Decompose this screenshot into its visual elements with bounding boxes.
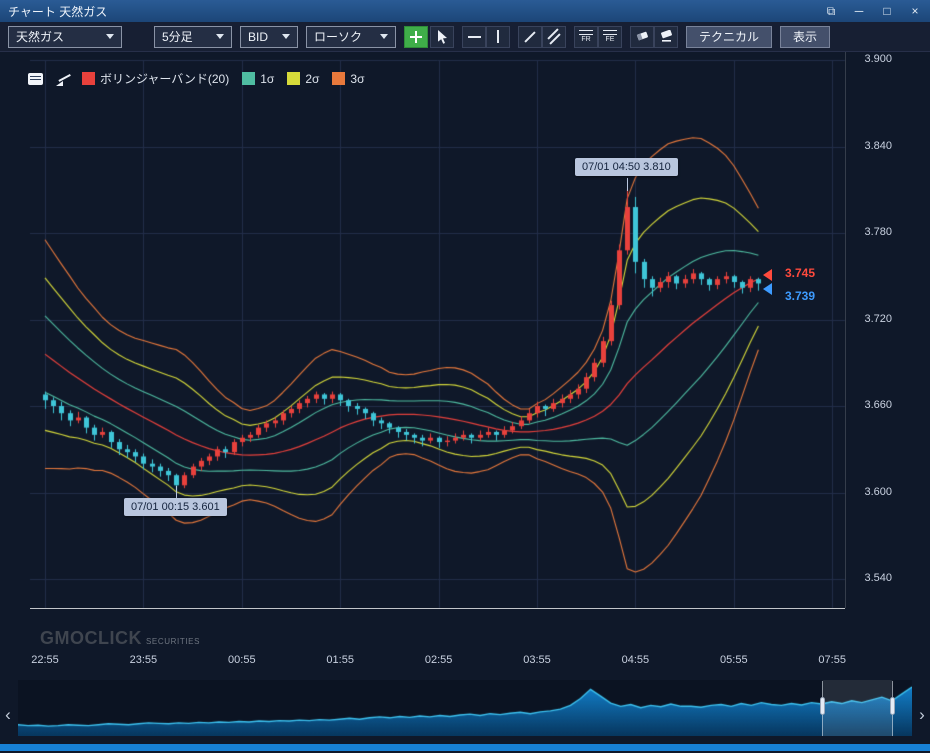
nav-viewport-left-handle[interactable] bbox=[820, 697, 825, 715]
sigma1-swatch bbox=[242, 72, 256, 85]
legend-item-sigma1[interactable]: 1σ bbox=[242, 72, 274, 86]
close-icon[interactable]: × bbox=[911, 4, 919, 18]
legend-item-bollinger[interactable]: ボリンジャーバンド(20) bbox=[82, 70, 229, 87]
timeframe-select[interactable]: 5分足 bbox=[154, 25, 232, 48]
eraser-all-icon bbox=[660, 30, 672, 42]
title-bar: チャート 天然ガス ⧉ ─ □ × bbox=[0, 0, 930, 22]
price-axis-label: 3.720 bbox=[864, 312, 892, 325]
drawing-panel-button[interactable] bbox=[54, 71, 73, 87]
instrument-select[interactable]: 天然ガス bbox=[8, 25, 122, 48]
plus-icon bbox=[410, 30, 422, 43]
fibonacci-lines-icon bbox=[603, 30, 617, 35]
logo-sub-text: SECURITIES bbox=[146, 637, 201, 646]
chevron-down-icon bbox=[380, 34, 388, 39]
eraser-icon bbox=[636, 31, 648, 41]
cursor-icon bbox=[437, 29, 447, 44]
price-axis-label: 3.780 bbox=[864, 226, 892, 238]
nav-viewport-right-handle[interactable] bbox=[890, 697, 895, 715]
toolbar: 天然ガス 5分足 BID ローソク FR bbox=[0, 22, 930, 52]
price-side-label: BID bbox=[248, 29, 269, 44]
maximize-icon[interactable]: □ bbox=[883, 4, 891, 18]
nav-scroll-left-button[interactable]: ‹ bbox=[5, 705, 11, 724]
add-chart-button[interactable] bbox=[404, 25, 428, 48]
high-marker-tooltip: 07/01 04:50 3.810 bbox=[575, 158, 678, 176]
low-marker-connector bbox=[176, 486, 177, 498]
time-axis-label: 04:55 bbox=[621, 654, 650, 666]
sigma3-swatch bbox=[332, 72, 346, 85]
time-axis-label: 03:55 bbox=[523, 654, 551, 666]
hline-tool-button[interactable] bbox=[462, 25, 486, 48]
fib-retracement-tool-button[interactable]: FR bbox=[574, 25, 598, 48]
bollinger-swatch bbox=[82, 72, 95, 85]
fib-retracement-label: FR bbox=[581, 36, 591, 43]
chevron-down-icon bbox=[106, 34, 114, 39]
popout-icon[interactable]: ⧉ bbox=[826, 3, 836, 18]
price-axis-label: 3.900 bbox=[864, 53, 892, 65]
price-axis-label: 3.540 bbox=[864, 572, 892, 584]
price-axis-label: 3.660 bbox=[864, 399, 892, 411]
low-marker-tooltip: 07/01 00:15 3.601 bbox=[124, 498, 227, 516]
comment-panel-button[interactable] bbox=[26, 71, 45, 87]
trendline-tool-button[interactable] bbox=[518, 25, 542, 48]
chart-type-label: ローソク bbox=[314, 30, 363, 44]
chart-legend: ボリンジャーバンド(20) 1σ 2σ 3σ bbox=[26, 70, 369, 87]
time-axis-label: 23:55 bbox=[129, 654, 158, 666]
time-axis-label: 00:55 bbox=[228, 654, 256, 666]
ask-price-arrow-icon bbox=[763, 269, 772, 281]
price-chart[interactable] bbox=[0, 52, 930, 612]
chart-navigator[interactable] bbox=[18, 680, 912, 736]
bollinger-label: ボリンジャーバンド(20) bbox=[100, 72, 230, 86]
bid-price-arrow-icon bbox=[763, 283, 772, 295]
technical-button[interactable]: テクニカル bbox=[686, 25, 773, 48]
vertical-line-icon bbox=[497, 30, 499, 43]
sigma2-swatch bbox=[287, 72, 301, 85]
ask-price-label: 3.745 bbox=[785, 266, 816, 280]
time-axis-label: 22:55 bbox=[31, 654, 59, 666]
display-button[interactable]: 表示 bbox=[780, 25, 831, 48]
time-axis-label: 07:55 bbox=[818, 654, 846, 666]
instrument-label: 天然ガス bbox=[16, 30, 65, 44]
chart-type-select[interactable]: ローソク bbox=[306, 25, 396, 48]
horizontal-scrollbar[interactable] bbox=[0, 744, 930, 751]
high-marker-connector bbox=[627, 178, 628, 191]
legend-item-sigma2[interactable]: 2σ bbox=[287, 72, 319, 86]
eraser-all-tool-button[interactable] bbox=[654, 25, 678, 48]
timeframe-label: 5分足 bbox=[162, 30, 193, 44]
time-axis-label: 02:55 bbox=[424, 654, 453, 666]
bid-price-label: 3.739 bbox=[785, 289, 816, 303]
time-axis-label: 05:55 bbox=[720, 654, 748, 666]
logo-main-text: GMOCLICK bbox=[40, 628, 142, 648]
price-axis-separator bbox=[845, 52, 846, 608]
broker-logo: GMOCLICK SECURITIES bbox=[40, 628, 200, 649]
sigma1-label: 1σ bbox=[260, 71, 275, 86]
window-controls: ⧉ ─ □ × bbox=[824, 4, 922, 19]
window-title: チャート 天然ガス bbox=[8, 4, 108, 19]
nav-scroll-right-button[interactable]: › bbox=[919, 705, 925, 724]
fib-expansion-tool-button[interactable]: FE bbox=[598, 25, 622, 48]
sigma3-label: 3σ bbox=[350, 71, 365, 86]
horizontal-line-icon bbox=[467, 35, 481, 38]
price-axis-label: 3.840 bbox=[864, 139, 892, 152]
drawing-icon bbox=[55, 72, 72, 86]
comment-icon bbox=[28, 72, 43, 85]
chevron-down-icon bbox=[282, 34, 290, 39]
trendline-icon bbox=[524, 30, 536, 43]
cursor-tool-button[interactable] bbox=[430, 25, 454, 48]
chevron-down-icon bbox=[216, 34, 224, 39]
minimize-icon[interactable]: ─ bbox=[854, 4, 864, 18]
fibonacci-lines-icon bbox=[579, 30, 593, 35]
eraser-tool-button[interactable] bbox=[630, 25, 654, 48]
legend-item-sigma3[interactable]: 3σ bbox=[332, 71, 365, 86]
sigma2-label: 2σ bbox=[305, 71, 320, 86]
time-axis-label: 01:55 bbox=[326, 654, 354, 666]
parallel-lines-tool-button[interactable] bbox=[542, 25, 566, 48]
time-axis-line bbox=[30, 608, 845, 609]
fib-expansion-label: FE bbox=[605, 36, 615, 43]
price-axis-label: 3.600 bbox=[864, 485, 892, 498]
price-side-select[interactable]: BID bbox=[240, 25, 298, 48]
vline-tool-button[interactable] bbox=[486, 25, 510, 48]
parallel-lines-icon bbox=[547, 30, 561, 44]
